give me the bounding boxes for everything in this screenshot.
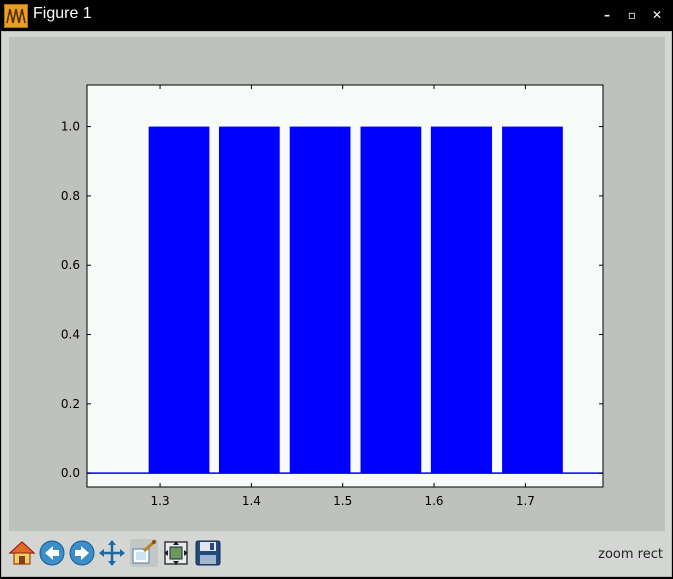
x-tick-label: 1.5 — [333, 494, 352, 508]
y-tick-label: 0.6 — [61, 258, 80, 272]
bar-segment-3 — [289, 126, 351, 474]
forward-button[interactable] — [68, 539, 96, 567]
figure-canvas[interactable]: 1.3 1.4 1.5 1.6 1.7 0.0 0.2 0.4 0.6 0.8 1.0 — [9, 37, 665, 531]
bar-segment-4 — [360, 126, 422, 474]
matplotlib-app-icon — [4, 4, 28, 28]
x-tick-label: 1.4 — [242, 494, 261, 508]
bar-segment-2 — [218, 126, 280, 474]
y-tick-label: 0.4 — [61, 328, 80, 342]
y-tick-label: 0.8 — [61, 189, 80, 203]
maximize-button[interactable]: ▫ — [627, 8, 637, 22]
x-tick-label: 1.6 — [424, 494, 443, 508]
pan-button[interactable] — [98, 539, 126, 567]
plot-svg[interactable]: 1.3 1.4 1.5 1.6 1.7 0.0 0.2 0.4 0.6 0.8 1.0 — [9, 37, 665, 531]
bars-group — [148, 126, 563, 474]
waveform-icon — [6, 8, 26, 24]
navigation-toolbar: zoom rect — [2, 534, 671, 574]
x-tick-label: 1.7 — [516, 494, 535, 508]
subplots-config-icon — [164, 541, 188, 565]
y-tick-label: 1.0 — [61, 120, 80, 134]
save-disk-icon — [195, 540, 221, 566]
save-button[interactable] — [194, 539, 222, 567]
forward-arrow-icon — [69, 540, 95, 566]
back-button[interactable] — [38, 539, 66, 567]
toolbar-status-text: zoom rect — [598, 547, 663, 562]
pan-arrows-icon — [99, 540, 125, 566]
figure-window: 1.3 1.4 1.5 1.6 1.7 0.0 0.2 0.4 0.6 0.8 1.0 — [1, 31, 672, 577]
home-button[interactable] — [8, 539, 36, 567]
x-tick-label: 1.3 — [151, 494, 170, 508]
y-tick-label: 0.2 — [61, 397, 80, 411]
window-title: Figure 1 — [33, 5, 92, 22]
window-titlebar[interactable]: Figure 1 – ▫ ✕ — [0, 0, 673, 31]
ticks-group: 1.3 1.4 1.5 1.6 1.7 0.0 0.2 0.4 0.6 0.8 1.0 — [61, 85, 603, 508]
back-arrow-icon — [39, 540, 65, 566]
y-tick-label: 0.0 — [61, 466, 80, 480]
close-button[interactable]: ✕ — [651, 8, 663, 22]
bar-segment-6 — [502, 126, 563, 474]
bar-segment-1 — [148, 126, 210, 474]
home-icon — [8, 541, 36, 565]
bar-segment-5 — [430, 126, 493, 474]
subplots-button[interactable] — [162, 539, 190, 567]
zoom-rect-icon — [132, 540, 156, 564]
zoom-button[interactable] — [130, 539, 158, 567]
minimize-button[interactable]: – — [604, 8, 610, 22]
